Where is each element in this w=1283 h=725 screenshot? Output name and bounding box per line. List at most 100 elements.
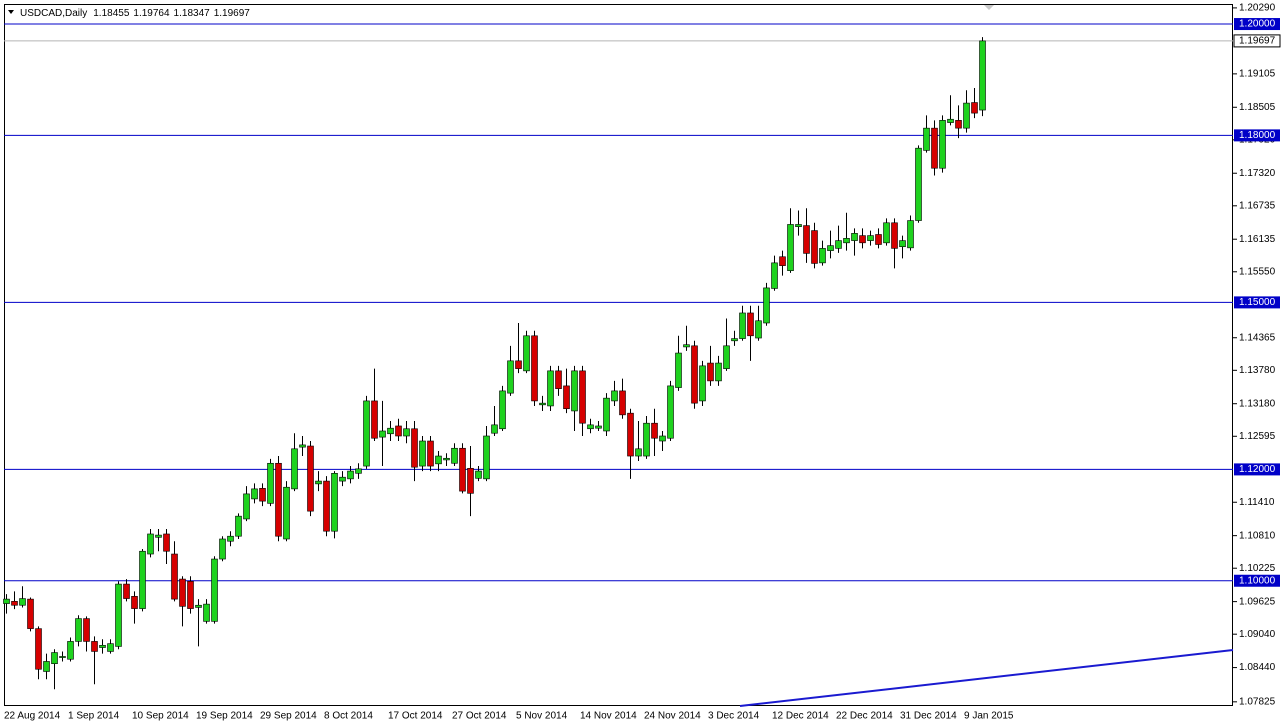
candle-body [251,488,258,500]
candle-body [963,102,970,129]
candle-body [899,240,906,248]
candle-body [395,425,402,437]
candle-body [171,553,178,600]
x-tick-label: 31 Dec 2014 [900,711,957,722]
candle-body [203,603,210,622]
candle-body [635,448,642,457]
candle-body [827,245,834,251]
level-label-box [1234,18,1280,31]
candle-body [387,427,394,435]
y-tick-label: 1.16135 [1239,234,1276,245]
candle-body [427,440,434,467]
candle-body [843,238,850,244]
candle-body [475,470,482,479]
candle-body [859,235,866,244]
candle-body [547,370,554,407]
candle-body [683,344,690,348]
candle-body [531,335,538,402]
candle-body [331,472,338,532]
candle-body [907,220,914,249]
candle-body [763,287,770,324]
x-tick-label: 27 Oct 2014 [452,711,507,722]
y-tick-label: 1.09040 [1239,629,1276,640]
candle-body [587,424,594,430]
candle-body [603,397,610,432]
candle-body [715,362,722,382]
candle-body [27,598,34,629]
candle-body [83,618,90,642]
candle-body [891,222,898,249]
level-label: 1.15000 [1239,297,1276,308]
candle-body [923,127,930,151]
x-tick-label: 22 Aug 2014 [4,711,61,722]
candle-body [483,435,490,480]
level-label: 1.20000 [1239,19,1276,30]
level-label-box [1234,129,1280,142]
candle-body [299,444,306,448]
candle-body [147,533,154,555]
candle-body [347,470,354,480]
close-value: 1.19697 [214,8,251,19]
candle-body [795,224,802,227]
candle-body [667,385,674,439]
candle-body [307,445,314,512]
candle-body [451,447,458,464]
candle-body [243,493,250,520]
candle-body [51,652,58,664]
candle-body [155,534,162,538]
y-tick-label: 1.20290 [1239,3,1276,14]
current-price-box [1233,34,1281,48]
x-tick-label: 10 Sep 2014 [132,711,189,722]
candle-body [227,535,234,542]
candle-body [651,422,658,439]
x-tick-label: 14 Nov 2014 [580,711,637,722]
candle-body [123,583,130,599]
candle-body [11,601,18,606]
candle-body [595,425,602,429]
candle-body [883,222,890,244]
candle-body [747,312,754,337]
candle-body [211,558,218,622]
x-tick-label: 1 Sep 2014 [68,711,120,722]
candle-body [523,335,530,372]
x-tick-label: 24 Nov 2014 [644,711,701,722]
candle-body [75,618,82,642]
candle-body [139,550,146,609]
candle-body [555,370,562,389]
candle-body [315,480,322,485]
y-tick-label: 1.08440 [1239,662,1276,673]
candle-body [867,235,874,241]
candle-body [275,462,282,537]
candle-body [779,256,786,266]
candle-body [443,457,450,461]
candle-body [467,467,474,494]
x-tick-label: 12 Dec 2014 [772,711,829,722]
y-tick-label: 1.18505 [1239,102,1276,113]
candle-body [563,385,570,410]
menu-arrow[interactable] [8,10,14,14]
candle-body [691,345,698,404]
candle-body [643,422,650,457]
plot-frame [4,4,1233,706]
candle-body [459,447,466,492]
candle-body [339,476,346,482]
y-tick-label: 1.15550 [1239,266,1276,277]
candle-body [571,370,578,412]
candle-body [3,598,10,604]
x-tick-label: 8 Oct 2014 [324,711,373,722]
candle-body [435,455,442,465]
current-price-label: 1.19697 [1239,36,1276,47]
candle-body [187,580,194,609]
level-label-box [1234,296,1280,309]
candle-body [939,120,946,169]
y-tick-label: 1.11410 [1239,497,1275,508]
candle-body [707,362,714,382]
candle-body [283,486,290,540]
candle-body [195,604,202,608]
candle-body [411,428,418,468]
candle-body [67,641,74,660]
candle-body [267,462,274,504]
candle-body [59,656,66,658]
